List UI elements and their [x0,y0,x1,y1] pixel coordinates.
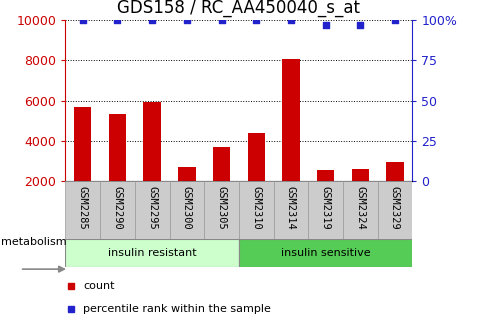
Title: GDS158 / RC_AA450040_s_at: GDS158 / RC_AA450040_s_at [117,0,360,17]
Bar [385,162,403,181]
Text: GSM2305: GSM2305 [216,186,226,230]
FancyBboxPatch shape [65,239,239,267]
FancyBboxPatch shape [169,181,204,239]
Text: GSM2290: GSM2290 [112,186,122,230]
Text: GSM2295: GSM2295 [147,186,157,230]
Text: percentile rank within the sample: percentile rank within the sample [83,304,271,314]
FancyBboxPatch shape [204,181,239,239]
Point [390,17,398,23]
Text: insulin sensitive: insulin sensitive [280,248,370,258]
Bar [143,102,161,181]
Point [113,17,121,23]
Point [79,17,87,23]
Text: GSM2285: GSM2285 [77,186,88,230]
Bar [282,59,299,181]
FancyBboxPatch shape [65,181,100,239]
Text: GSM2310: GSM2310 [251,186,261,230]
FancyBboxPatch shape [100,181,135,239]
Point [252,17,259,23]
FancyBboxPatch shape [377,181,411,239]
Point [287,17,294,23]
Bar [74,107,91,181]
FancyBboxPatch shape [135,181,169,239]
FancyBboxPatch shape [308,181,342,239]
Bar [247,133,264,181]
FancyBboxPatch shape [342,181,377,239]
Text: insulin resistant: insulin resistant [107,248,196,258]
FancyBboxPatch shape [239,239,411,267]
Text: GSM2324: GSM2324 [354,186,364,230]
Text: GSM2314: GSM2314 [285,186,295,230]
Point [148,17,156,23]
Text: GSM2300: GSM2300 [182,186,192,230]
Text: metabolism: metabolism [1,237,67,247]
Bar [212,147,230,181]
Text: GSM2329: GSM2329 [389,186,399,230]
FancyBboxPatch shape [239,181,273,239]
Point [217,17,225,23]
Bar [351,169,368,181]
Point [182,17,190,23]
Text: count: count [83,281,114,291]
Text: GSM2319: GSM2319 [320,186,330,230]
FancyBboxPatch shape [273,181,308,239]
Point [321,22,329,28]
Bar [316,170,333,181]
Bar [178,167,195,181]
Bar [108,114,126,181]
Point [356,22,363,28]
